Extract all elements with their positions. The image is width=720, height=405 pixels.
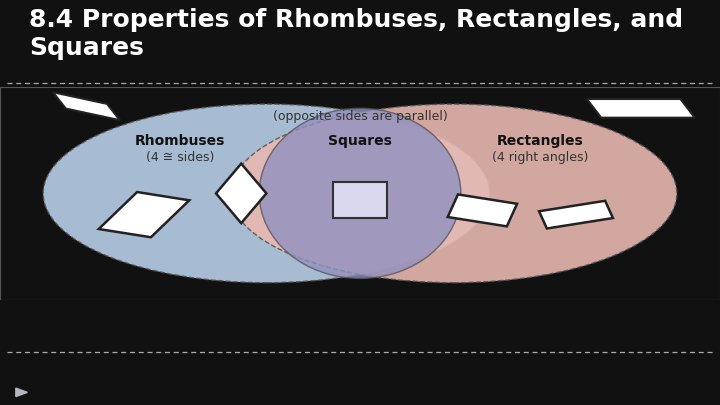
Text: (opposite sides are parallel): (opposite sides are parallel) (273, 111, 447, 124)
Text: Rectangles: Rectangles (497, 134, 583, 148)
Polygon shape (216, 164, 266, 223)
Ellipse shape (230, 104, 677, 283)
Text: Parallelograms: Parallelograms (301, 94, 419, 107)
Polygon shape (587, 99, 695, 118)
Text: 8.4 Properties of Rhombuses, Rectangles, and
Squares: 8.4 Properties of Rhombuses, Rectangles,… (29, 8, 683, 60)
Polygon shape (53, 92, 120, 120)
Ellipse shape (43, 104, 490, 283)
Text: (4 right angles): (4 right angles) (492, 151, 588, 164)
Ellipse shape (259, 108, 461, 279)
Bar (0, 87, 720, 300)
Text: (4 ≅ sides): (4 ≅ sides) (146, 151, 214, 164)
Polygon shape (99, 192, 189, 237)
Polygon shape (16, 388, 27, 396)
Polygon shape (539, 201, 613, 228)
Text: Squares: Squares (328, 134, 392, 148)
Polygon shape (448, 194, 517, 226)
Polygon shape (333, 182, 387, 218)
Text: Rhombuses: Rhombuses (135, 134, 225, 148)
